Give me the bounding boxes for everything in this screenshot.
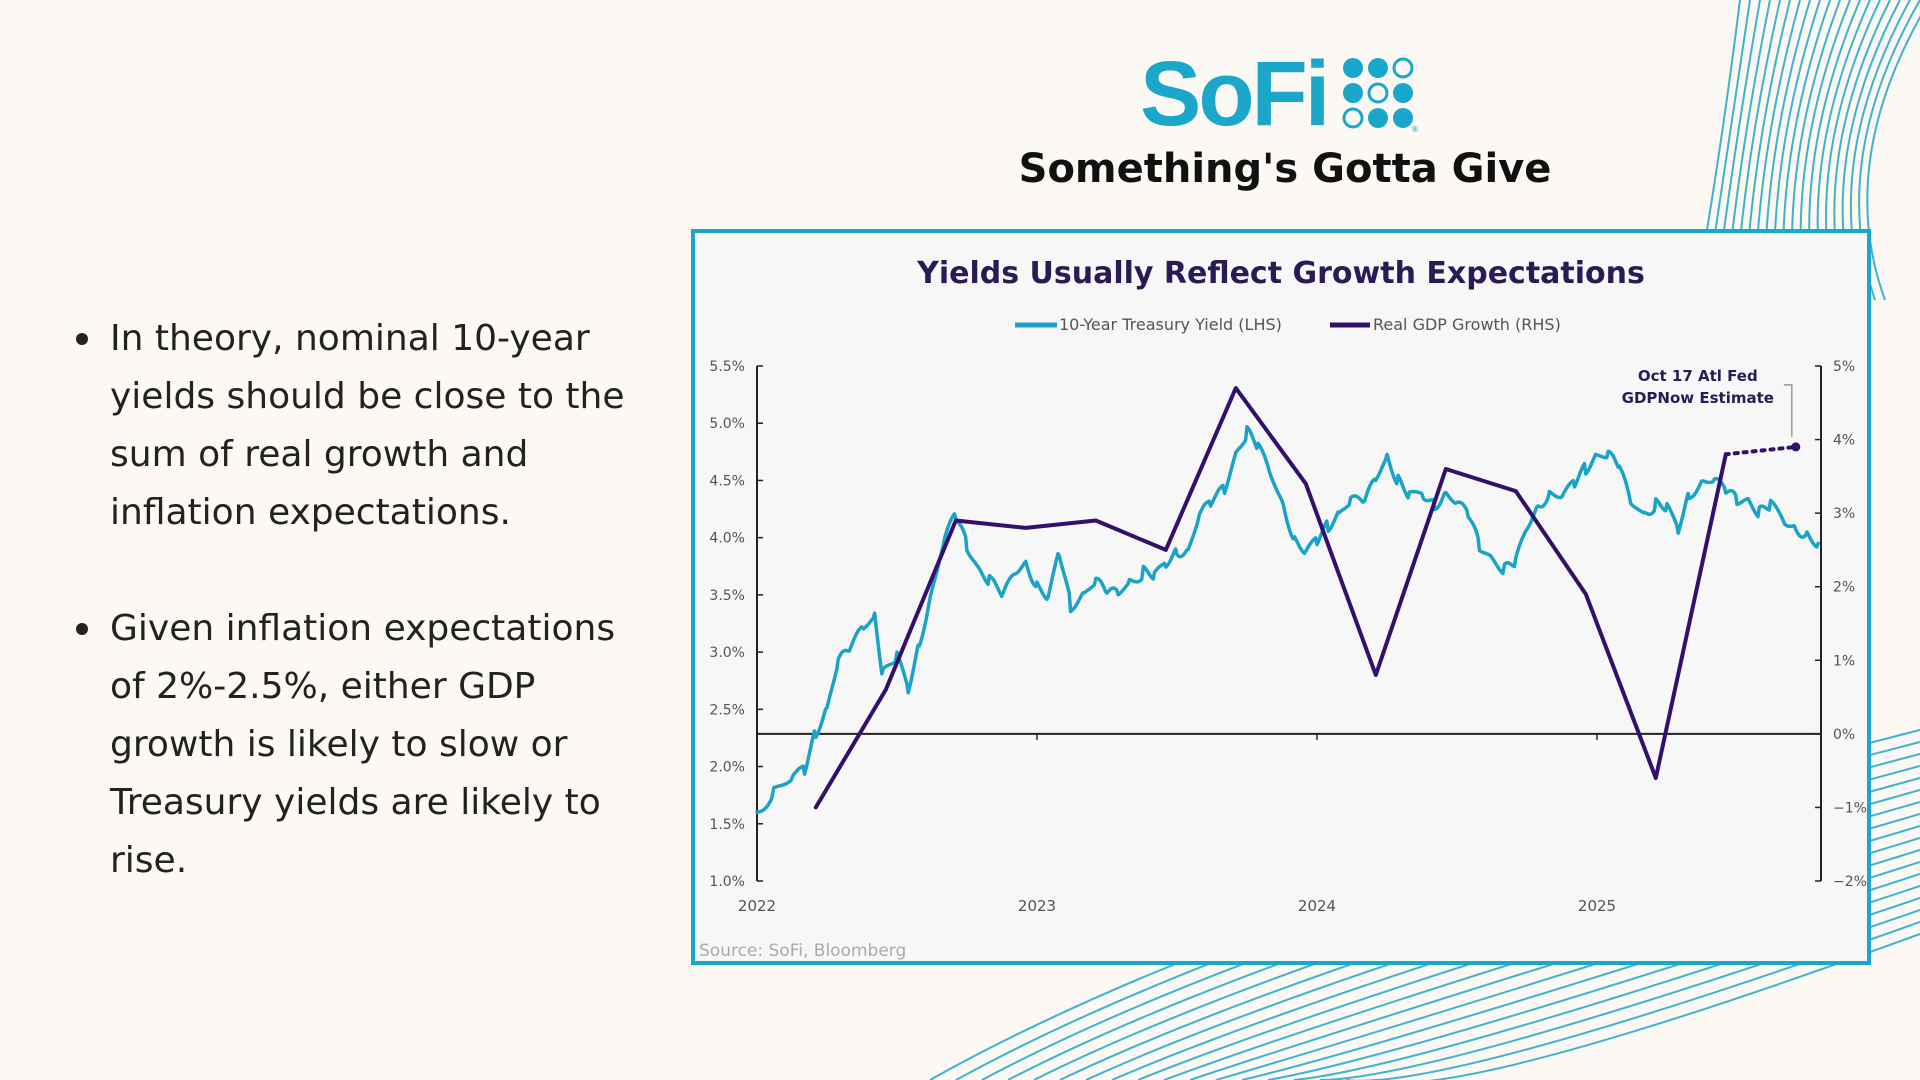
y-right-tick-label: −2% <box>1833 874 1867 890</box>
bullet-item: In theory, nominal 10-year yields should… <box>70 310 650 542</box>
x-tick-label: 2024 <box>1298 897 1336 915</box>
y-right-tick-label: 5% <box>1833 359 1855 375</box>
series-line-2 <box>1723 444 1798 457</box>
bullet-text: Given inflation expectations of 2%-2.5%,… <box>110 608 616 881</box>
chart-title: Yields Usually Reflect Growth Expectatio… <box>916 256 1645 291</box>
legend-label-gdp: Real GDP Growth (RHS) <box>1373 315 1561 334</box>
y-right-tick-label: 1% <box>1833 653 1855 669</box>
bullet-list: In theory, nominal 10-year yields should… <box>70 310 650 948</box>
y-left-tick-label: 2.5% <box>709 702 745 718</box>
y-right-tick-label: 4% <box>1833 433 1855 449</box>
logo-dots-icon: ® <box>1342 57 1419 132</box>
y-left-tick-label: 1.0% <box>709 874 745 890</box>
chart-frame: Yields Usually Reflect Growth Expectatio… <box>691 229 1871 965</box>
bullet-icon <box>76 333 88 345</box>
bullet-text: In theory, nominal 10-year yields should… <box>110 318 625 533</box>
x-tick-label: 2025 <box>1578 897 1616 915</box>
annotation-line2: GDPNow Estimate <box>1622 389 1774 407</box>
x-tick-label: 2023 <box>1018 897 1056 915</box>
decor-line-bottom <box>1372 933 1920 1080</box>
y-left-tick-label: 3.5% <box>709 588 745 604</box>
line-chart: Yields Usually Reflect Growth Expectatio… <box>699 256 1867 961</box>
y-left-tick-label: 1.5% <box>709 817 745 833</box>
page-title: Something's Gotta Give <box>1018 146 1552 192</box>
sofi-logo: SoFi ® <box>1140 48 1419 140</box>
y-left-tick-label: 4.0% <box>709 531 745 547</box>
y-left-tick-label: 5.0% <box>709 416 745 432</box>
y-left-tick-label: 3.0% <box>709 645 745 661</box>
bullet-item: Given inflation expectations of 2%-2.5%,… <box>70 600 650 890</box>
y-left-tick-label: 4.5% <box>709 473 745 489</box>
registered-mark: ® <box>1411 125 1419 132</box>
x-tick-label: 2022 <box>738 897 776 915</box>
bullet-icon <box>76 623 88 635</box>
chart-source: Source: SoFi, Bloomberg <box>699 941 906 961</box>
annotation-leader <box>1783 384 1793 437</box>
y-right-tick-label: 0% <box>1833 727 1855 743</box>
series-line-0 <box>755 425 1820 815</box>
chart-legend: 10-Year Treasury Yield (LHS) Real GDP Gr… <box>1015 315 1561 334</box>
series-line-1 <box>813 386 1728 810</box>
y-left-tick-label: 5.5% <box>709 359 745 375</box>
decor-line-top <box>1866 15 1920 301</box>
annotation-line1: Oct 17 Atl Fed <box>1638 367 1758 385</box>
gdpnow-marker <box>1791 442 1801 452</box>
y-right-tick-label: −1% <box>1833 800 1867 816</box>
logo-wordmark: SoFi <box>1140 43 1330 145</box>
legend-label-yield: 10-Year Treasury Yield (LHS) <box>1059 315 1282 334</box>
y-right-tick-label: 2% <box>1833 580 1855 596</box>
y-right-tick-label: 3% <box>1833 506 1855 522</box>
y-left-tick-label: 2.0% <box>709 760 745 776</box>
